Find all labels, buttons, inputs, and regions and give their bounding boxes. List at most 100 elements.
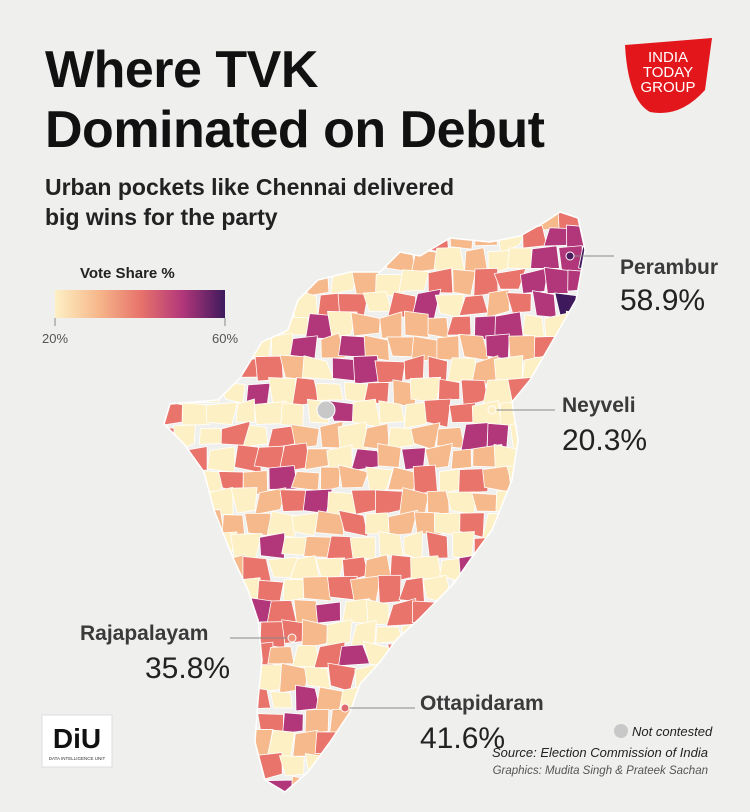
- constituency: [592, 576, 615, 602]
- constituency: [570, 619, 585, 648]
- constituency: [206, 446, 236, 474]
- constituency: [243, 774, 274, 792]
- callout-value: 41.6%: [420, 722, 505, 755]
- constituency: [493, 531, 526, 562]
- constituency: [424, 797, 452, 812]
- constituency: [327, 662, 357, 692]
- legend-bar: [55, 290, 225, 318]
- constituency: [304, 708, 330, 735]
- constituency: [542, 800, 573, 812]
- constituency: [452, 268, 477, 296]
- not-contested-area: [316, 400, 336, 420]
- constituency: [230, 533, 263, 560]
- constituency: [220, 244, 247, 271]
- constituency: [566, 532, 585, 556]
- constituency: [374, 666, 406, 693]
- constituency: [290, 424, 320, 449]
- constituency: [231, 799, 261, 812]
- constituency: [457, 212, 487, 230]
- constituency: [565, 310, 585, 337]
- constituency: [459, 641, 488, 671]
- constituency: [171, 469, 202, 492]
- constituency: [446, 754, 473, 777]
- constituency: [269, 690, 293, 709]
- brand-text: INDIA: [648, 49, 688, 66]
- constituency: [302, 576, 332, 602]
- constituency: [387, 466, 418, 491]
- constituency: [386, 336, 416, 358]
- constituency: [505, 596, 533, 626]
- constituency: [421, 621, 448, 648]
- constituency: [196, 601, 226, 625]
- constituency: [581, 597, 585, 628]
- constituency: [164, 580, 186, 606]
- constituency: [337, 464, 369, 489]
- constituency: [397, 755, 428, 777]
- constituency: [557, 775, 585, 792]
- constituency: [387, 732, 414, 756]
- constituency: [365, 246, 391, 269]
- constituency: [486, 289, 510, 319]
- constituency: [222, 686, 248, 713]
- constituency: [409, 376, 442, 404]
- constituency: [344, 244, 364, 270]
- constituency: [315, 601, 341, 624]
- constituency: [232, 706, 258, 733]
- constituency: [556, 471, 585, 494]
- constituency: [412, 464, 438, 494]
- constituency: [378, 400, 406, 424]
- constituency: [338, 774, 370, 792]
- constituency: [461, 601, 489, 622]
- constituency: [580, 644, 585, 671]
- constituency: [509, 776, 533, 792]
- constituency: [423, 663, 448, 692]
- constituency: [547, 708, 570, 731]
- constituency: [303, 665, 331, 690]
- constituency: [415, 642, 441, 669]
- constituency: [572, 487, 585, 518]
- constituency: [162, 798, 190, 812]
- constituency: [483, 640, 512, 668]
- constituency: [164, 553, 178, 584]
- constituency: [519, 487, 550, 517]
- constituency: [182, 751, 215, 781]
- constituency: [446, 315, 472, 336]
- constituency: [304, 799, 331, 812]
- constituency: [485, 558, 510, 576]
- constituency: [458, 775, 488, 792]
- constituency: [473, 797, 500, 812]
- constituency: [556, 597, 584, 628]
- constituency: [410, 555, 442, 581]
- constituency: [374, 360, 406, 384]
- constituency: [375, 626, 404, 644]
- constituency: [349, 619, 377, 649]
- constituency: [329, 708, 353, 736]
- constituency: [207, 757, 238, 782]
- constituency: [365, 466, 394, 494]
- constituency: [400, 796, 427, 812]
- constituency: [282, 316, 311, 336]
- constituency: [205, 401, 239, 426]
- not-contested-swatch: [614, 724, 628, 738]
- constituency: [581, 334, 585, 357]
- subtitle-line: Urban pockets like Chennai delivered: [45, 174, 455, 200]
- legend-title: Vote Share %: [80, 265, 175, 282]
- constituency: [533, 336, 559, 359]
- constituency: [200, 730, 227, 757]
- constituency: [450, 796, 474, 812]
- callout-value: 58.9%: [620, 284, 705, 317]
- constituency: [293, 247, 317, 273]
- constituency: [314, 775, 343, 792]
- constituency: [268, 465, 299, 490]
- constituency: [400, 229, 429, 253]
- constituency: [164, 488, 190, 512]
- callout-name: Neyveli: [562, 394, 636, 417]
- constituency: [581, 212, 585, 230]
- constituency: [221, 597, 244, 628]
- unit-name: DATA INTELLIGENCE UNIT: [49, 756, 106, 761]
- callout-value: 20.3%: [562, 424, 647, 457]
- constituency: [580, 468, 585, 494]
- constituency: [171, 553, 198, 583]
- constituency: [403, 310, 429, 338]
